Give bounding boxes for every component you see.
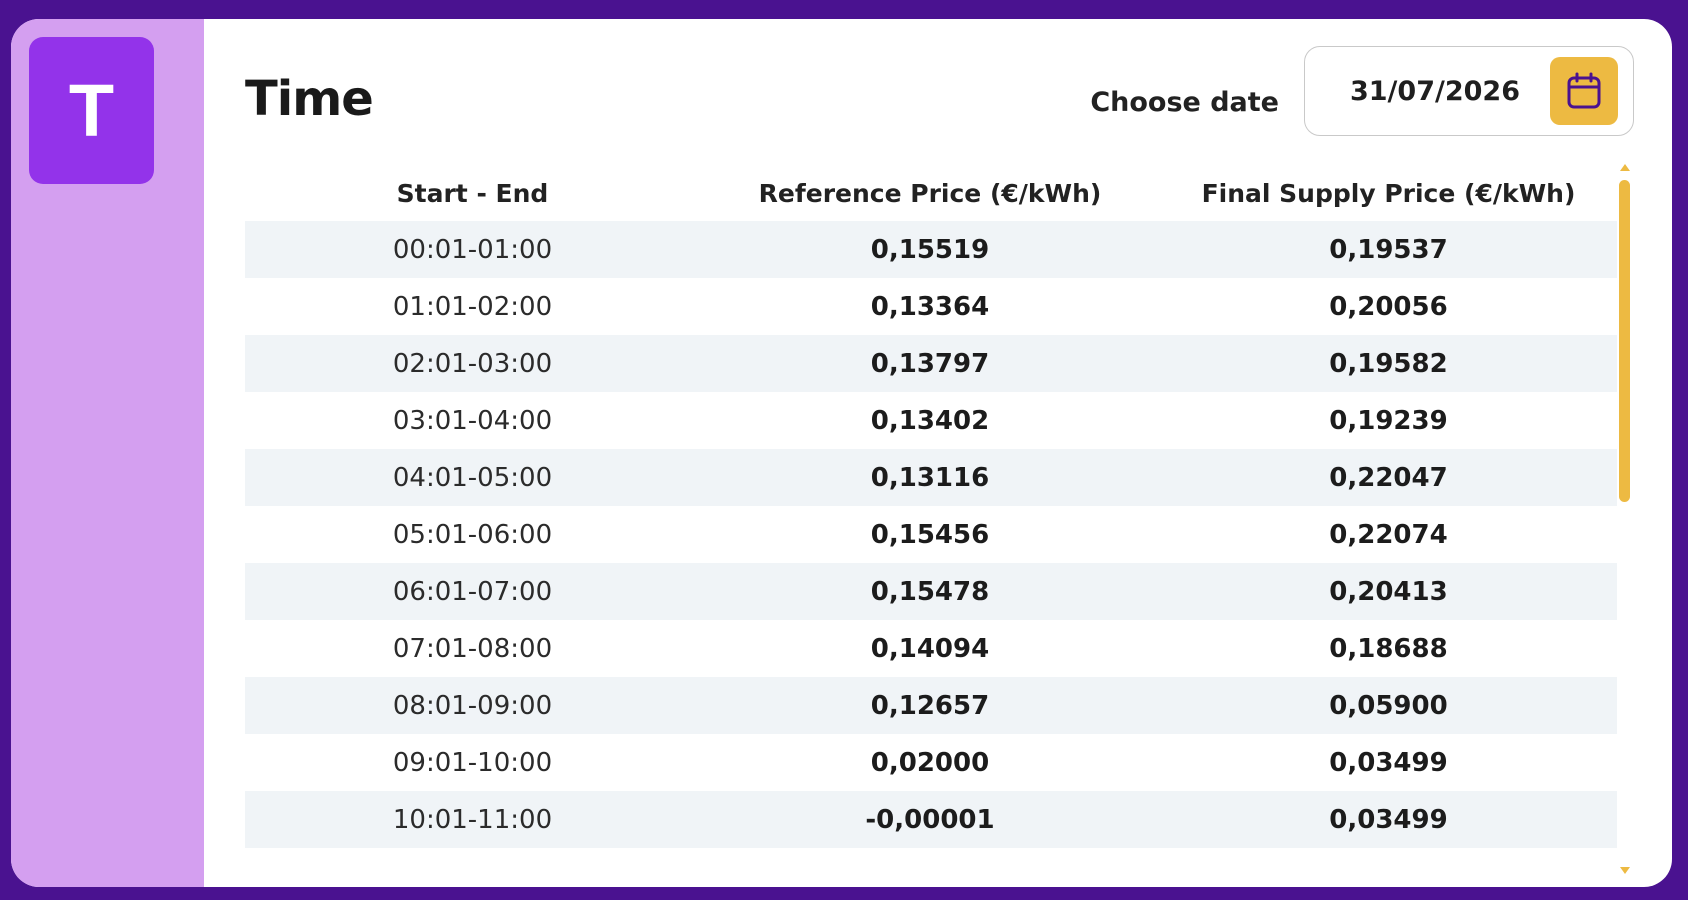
time-range-cell: 05:01-06:00 [245, 506, 700, 563]
reference-price-cell: 0,13116 [700, 449, 1160, 506]
column-header-final-supply-price[interactable]: Final Supply Price (€/kWh) [1201, 178, 1576, 208]
reference-price-cell: 0,12657 [700, 677, 1160, 734]
time-range-cell: 00:01-01:00 [245, 221, 700, 278]
table-header-row: Start - End Reference Price (€/kWh) Fina… [245, 159, 1617, 221]
table-row: 07:01-08:00 0,14094 0,18688 [245, 620, 1617, 677]
scroll-up-arrow-icon[interactable] [1620, 164, 1630, 171]
time-range-cell: 06:01-07:00 [245, 563, 700, 620]
table-body: 00:01-01:00 0,15519 0,19537 01:01-02:00 0,13… [245, 221, 1617, 848]
table-row: 05:01-06:00 0,15456 0,22074 [245, 506, 1617, 563]
reference-price-cell: 0,15478 [700, 563, 1160, 620]
price-table-container: Start - End Reference Price (€/kWh) Fina… [245, 159, 1617, 848]
date-picker[interactable]: 31/07/2026 [1304, 46, 1634, 136]
reference-price-cell: 0,15519 [700, 221, 1160, 278]
final-supply-price-cell: 0,19239 [1160, 392, 1617, 449]
final-supply-price-cell: 0,03499 [1160, 734, 1617, 791]
final-supply-price-cell: 0,22047 [1160, 449, 1617, 506]
page-title: Time [245, 71, 374, 127]
table-row: 00:01-01:00 0,15519 0,19537 [245, 221, 1617, 278]
calendar-icon [1567, 72, 1601, 109]
time-range-cell: 03:01-04:00 [245, 392, 700, 449]
final-supply-price-cell: 0,19582 [1160, 335, 1617, 392]
app-frame: T Time Choose date 31/07/2026 Start - En… [11, 19, 1672, 887]
time-range-cell: 07:01-08:00 [245, 620, 700, 677]
table-row: 06:01-07:00 0,15478 0,20413 [245, 563, 1617, 620]
final-supply-price-cell: 0,18688 [1160, 620, 1617, 677]
table-row: 03:01-04:00 0,13402 0,19239 [245, 392, 1617, 449]
final-supply-price-cell: 0,20413 [1160, 563, 1617, 620]
table-row: 09:01-10:00 0,02000 0,03499 [245, 734, 1617, 791]
scrollbar-thumb[interactable] [1619, 180, 1630, 502]
table-row: 01:01-02:00 0,13364 0,20056 [245, 278, 1617, 335]
final-supply-price-cell: 0,03499 [1160, 791, 1617, 848]
date-label: Choose date [1090, 87, 1279, 118]
scroll-down-arrow-icon[interactable] [1620, 867, 1630, 874]
final-supply-price-cell: 0,20056 [1160, 278, 1617, 335]
table-row: 04:01-05:00 0,13116 0,22047 [245, 449, 1617, 506]
sidebar: T [11, 19, 204, 887]
column-header-reference-price[interactable]: Reference Price (€/kWh) [758, 178, 1102, 208]
reference-price-cell: 0,13797 [700, 335, 1160, 392]
time-range-cell: 04:01-05:00 [245, 449, 700, 506]
reference-price-cell: 0,14094 [700, 620, 1160, 677]
final-supply-price-cell: 0,19537 [1160, 221, 1617, 278]
calendar-button[interactable] [1550, 57, 1618, 125]
table-row: 08:01-09:00 0,12657 0,05900 [245, 677, 1617, 734]
vertical-scrollbar[interactable] [1618, 164, 1632, 874]
date-input[interactable]: 31/07/2026 [1349, 75, 1520, 107]
final-supply-price-cell: 0,22074 [1160, 506, 1617, 563]
price-table: Start - End Reference Price (€/kWh) Fina… [245, 159, 1617, 848]
reference-price-cell: 0,13402 [700, 392, 1160, 449]
reference-price-cell: 0,02000 [700, 734, 1160, 791]
table-row: 10:01-11:00 -0,00001 0,03499 [245, 791, 1617, 848]
column-header-start-end[interactable]: Start - End [396, 178, 549, 208]
time-range-cell: 02:01-03:00 [245, 335, 700, 392]
reference-price-cell: 0,15456 [700, 506, 1160, 563]
app-logo[interactable]: T [29, 37, 154, 184]
table-row: 02:01-03:00 0,13797 0,19582 [245, 335, 1617, 392]
time-range-cell: 01:01-02:00 [245, 278, 700, 335]
time-range-cell: 09:01-10:00 [245, 734, 700, 791]
final-supply-price-cell: 0,05900 [1160, 677, 1617, 734]
reference-price-cell: 0,13364 [700, 278, 1160, 335]
reference-price-cell: -0,00001 [700, 791, 1160, 848]
time-range-cell: 10:01-11:00 [245, 791, 700, 848]
time-range-cell: 08:01-09:00 [245, 677, 700, 734]
